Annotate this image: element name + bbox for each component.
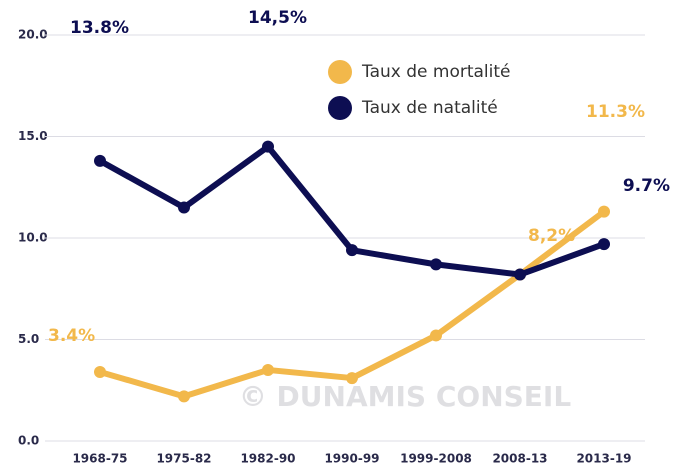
point bbox=[514, 268, 526, 281]
point bbox=[178, 201, 190, 214]
legend-swatch bbox=[328, 96, 352, 120]
legend-label: Taux de natalité bbox=[361, 98, 498, 118]
watermark: © DUNAMIS CONSEIL bbox=[239, 380, 572, 413]
x-tick-label: 1968-75 bbox=[72, 452, 127, 466]
x-tick-label: 2013-19 bbox=[576, 452, 631, 466]
x-tick-label: 1999-2008 bbox=[400, 452, 472, 466]
y-tick-label: 0.0 bbox=[18, 434, 39, 448]
point bbox=[598, 205, 610, 218]
x-tick-label: 1975-82 bbox=[156, 452, 211, 466]
legend-label: Taux de mortalité bbox=[361, 62, 510, 82]
x-tick-label: 1990-99 bbox=[324, 452, 379, 466]
point bbox=[262, 140, 274, 153]
value-label: 13.8% bbox=[70, 18, 129, 38]
value-label: 3.4% bbox=[48, 326, 95, 346]
point bbox=[346, 372, 358, 385]
value-label: 11.3% bbox=[586, 102, 645, 122]
value-label: 9.7% bbox=[623, 176, 670, 196]
point bbox=[430, 329, 442, 342]
y-tick-label: 15.0 bbox=[18, 129, 48, 143]
point bbox=[430, 258, 442, 271]
value-label: 14,5% bbox=[248, 8, 307, 28]
x-tick-label: 1982-90 bbox=[240, 452, 295, 466]
x-tick-label: 2008-13 bbox=[492, 452, 547, 466]
point bbox=[94, 365, 106, 378]
value-label: 8,2% bbox=[528, 226, 575, 246]
point bbox=[598, 238, 610, 251]
point bbox=[346, 244, 358, 257]
point bbox=[262, 363, 274, 376]
y-tick-label: 20.0 bbox=[18, 28, 48, 42]
y-tick-label: 5.0 bbox=[18, 332, 39, 346]
legend-swatch bbox=[328, 60, 352, 84]
y-tick-label: 10.0 bbox=[18, 231, 48, 245]
point bbox=[94, 154, 106, 167]
point bbox=[178, 390, 190, 403]
